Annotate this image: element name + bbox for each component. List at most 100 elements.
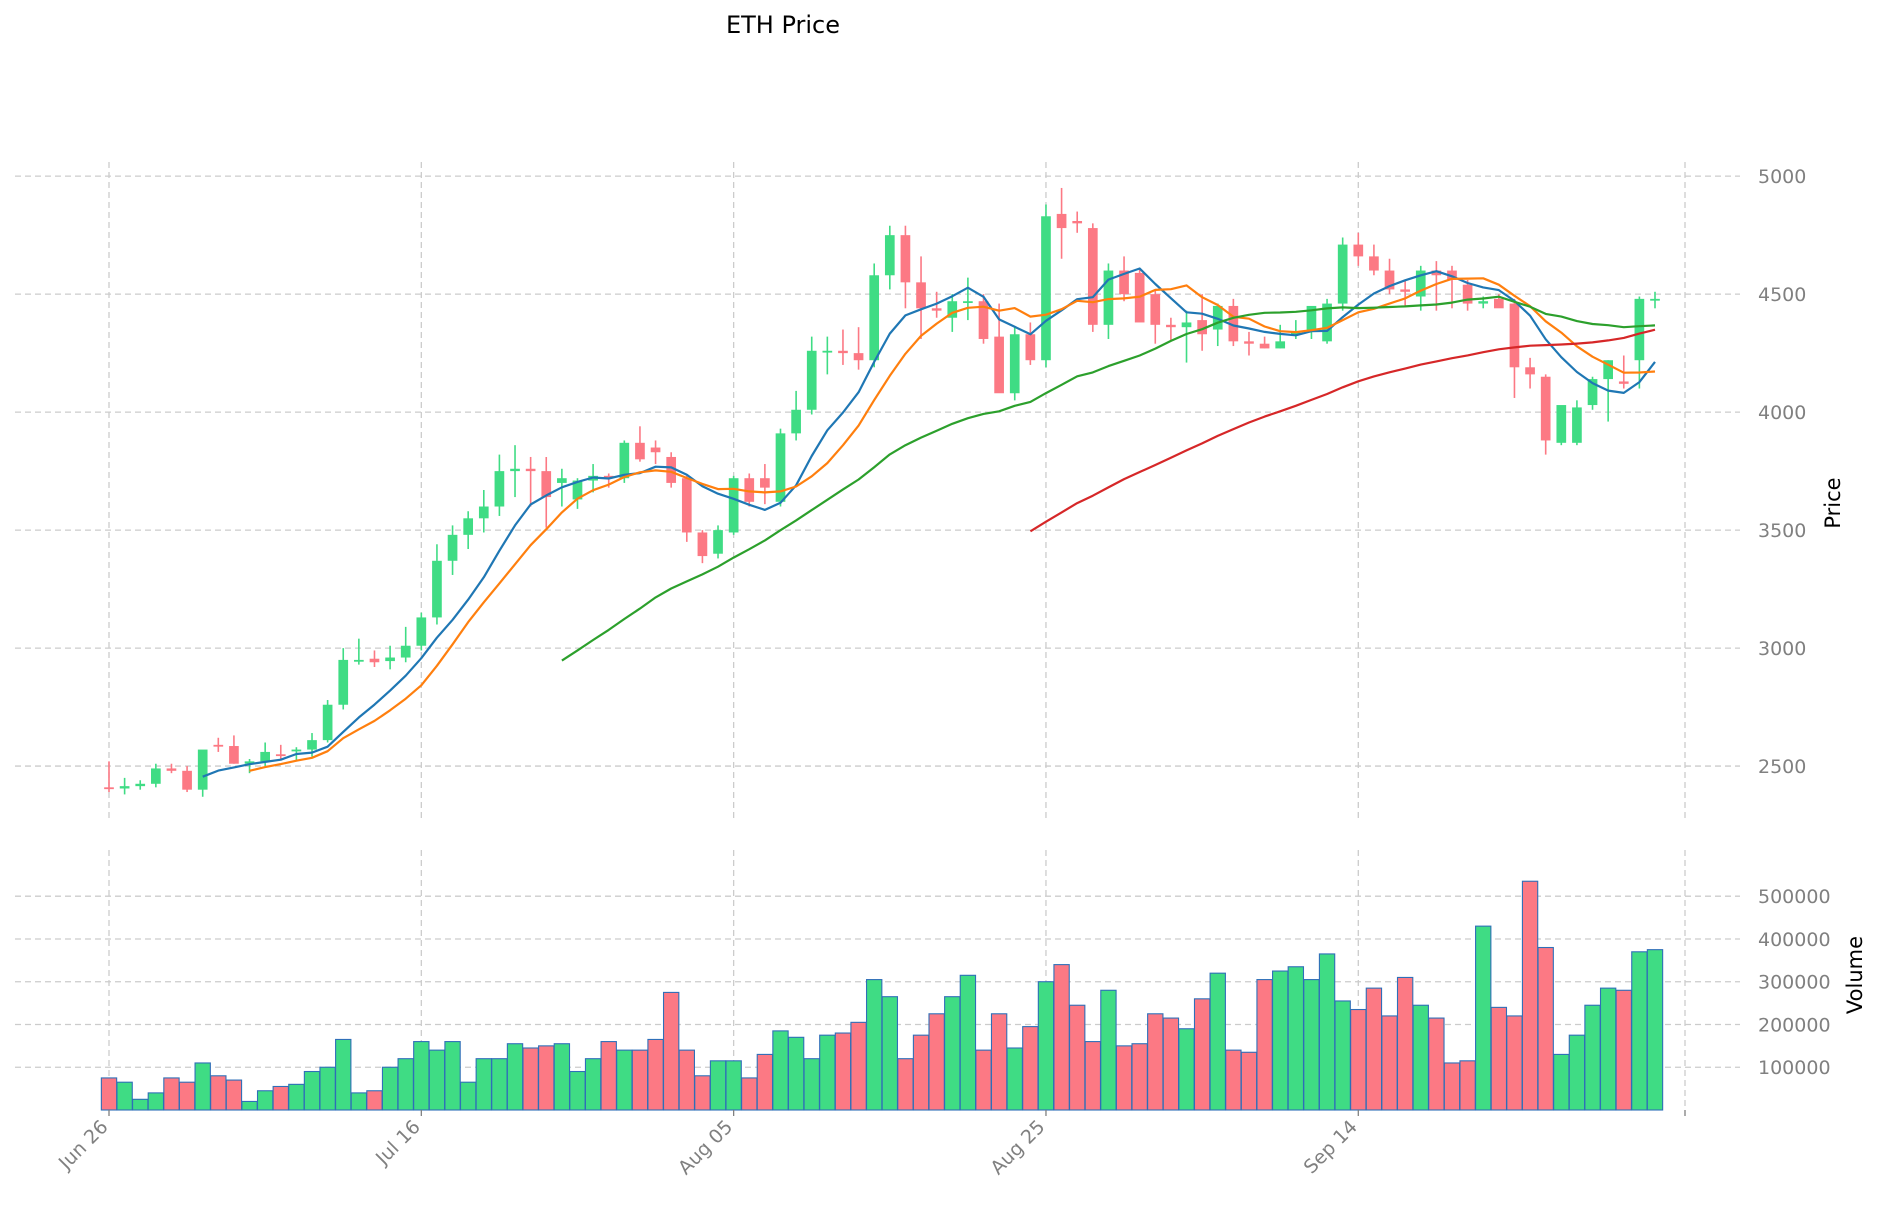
candle-body (1431, 270, 1442, 276)
volume-tick-label: 200000 (1758, 1014, 1831, 1036)
volume-bar (350, 1092, 368, 1111)
volume-bar (1568, 1034, 1586, 1111)
volume-bar (1599, 987, 1617, 1111)
candle-body (244, 761, 255, 764)
candle-body (104, 787, 114, 790)
volume-bar (1506, 1015, 1523, 1111)
volume-bar (1381, 1015, 1398, 1111)
candle-body (229, 746, 239, 764)
volume-bar (928, 1013, 945, 1111)
candle-body (291, 749, 302, 752)
volume-bar (178, 1081, 196, 1111)
volume-bar (725, 1060, 742, 1111)
candle-body (1603, 360, 1613, 380)
volume-bar (1428, 1017, 1445, 1111)
candle-body (119, 786, 130, 789)
moving-average-60-line (1029, 328, 1656, 533)
candle-body (1556, 405, 1567, 443)
volume-bar (1022, 1026, 1039, 1111)
volume-bar (1537, 946, 1554, 1111)
candle-body (869, 275, 880, 361)
candle-body (1634, 298, 1645, 361)
volume-bar (132, 1098, 149, 1111)
volume-bar (990, 1013, 1008, 1111)
volume-bar (147, 1092, 165, 1111)
volume-bar (475, 1058, 492, 1111)
volume-bar (1225, 1049, 1242, 1111)
volume-bar (944, 996, 961, 1111)
candle-body (1462, 284, 1473, 304)
candle-body (1228, 305, 1239, 342)
candle-body (791, 409, 801, 434)
price-axis-ticks: 2500 3000 3500 4000 4500 5000 (1758, 166, 1806, 778)
candle-body (1650, 298, 1660, 301)
volume-bar (194, 1062, 211, 1111)
candle-body (1166, 324, 1176, 328)
candle-body (666, 456, 677, 483)
volume-bar (1256, 979, 1273, 1111)
candle-body (1493, 298, 1504, 309)
volume-bar (241, 1100, 258, 1111)
candle-body (603, 475, 614, 479)
candle-body (1353, 244, 1364, 257)
candle-body (713, 530, 723, 554)
volume-bar (1318, 953, 1336, 1111)
candle-body (322, 704, 333, 741)
volume-bar (1365, 987, 1383, 1111)
price-tick-label: 5000 (1758, 166, 1806, 188)
volume-bar (163, 1077, 180, 1111)
volume-panel: 100000 200000 300000 400000 500000 Volume (15, 850, 1867, 1111)
candle-body (916, 282, 926, 309)
candle-body (635, 442, 645, 460)
candle-body (463, 518, 474, 535)
volume-bar (459, 1081, 477, 1111)
moving-average-7-line (202, 267, 1656, 778)
candle-body (1337, 244, 1348, 304)
candle-body (1259, 343, 1270, 349)
candle-body (697, 532, 708, 557)
volume-bar (1147, 1013, 1164, 1111)
candle-body (478, 506, 489, 519)
volume-bar (1193, 998, 1211, 1111)
candle-body (1072, 220, 1083, 224)
candle-body (1025, 334, 1036, 361)
volume-bar (1615, 989, 1632, 1111)
date-tick-label: Jun 26 (54, 1116, 113, 1175)
candle-body (681, 478, 692, 533)
volume-bar (975, 1049, 992, 1111)
candle-body (963, 301, 973, 304)
volume-bar (506, 1043, 524, 1111)
candle-body (1056, 213, 1067, 229)
volume-bar (865, 979, 883, 1111)
volume-bar (1209, 972, 1226, 1111)
volume-bar (803, 1058, 820, 1111)
volume-bar (1084, 1041, 1102, 1111)
price-grid (15, 162, 1740, 818)
price-tick-label: 2500 (1758, 756, 1806, 778)
candle-body (151, 768, 161, 784)
volume-bar (787, 1036, 805, 1111)
volume-bar (1178, 1028, 1195, 1111)
volume-bar (1115, 1045, 1133, 1111)
volume-bar (538, 1045, 555, 1111)
volume-bar (1069, 1004, 1086, 1111)
candle-body (338, 659, 349, 705)
candle-body (931, 308, 942, 311)
candle-body (1041, 216, 1051, 361)
volume-bar (912, 1034, 930, 1111)
volume-bar (647, 1038, 664, 1111)
volume-bar (756, 1053, 774, 1111)
price-axis-label: Price (1821, 477, 1845, 528)
candle-body (619, 442, 630, 479)
candle-body (1181, 322, 1192, 328)
volume-bar (709, 1060, 727, 1111)
volume-bar (303, 1070, 321, 1111)
candle-body (369, 658, 380, 663)
candle-body (1244, 341, 1254, 344)
volume-bar (1240, 1051, 1258, 1111)
volume-bar (1459, 1060, 1476, 1111)
candle-body (1415, 270, 1426, 297)
volume-bar (522, 1047, 539, 1111)
volume-bar (678, 1049, 695, 1111)
volume-bar (553, 1043, 571, 1111)
